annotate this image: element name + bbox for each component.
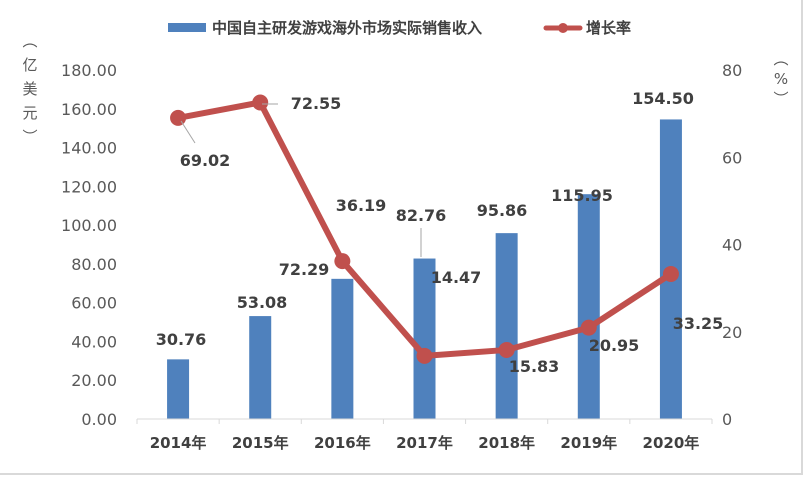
bar-value-label: 72.29 bbox=[279, 260, 330, 279]
left-axis-ticks: 0.00 20.00 40.00 60.00 80.00 100.00 120.00 140.… bbox=[61, 61, 117, 429]
right-axis-title: ︵% ︶ bbox=[773, 50, 788, 108]
left-tick-label: 100.00 bbox=[61, 216, 117, 235]
left-tick-label: 20.00 bbox=[71, 371, 117, 390]
line-marker bbox=[580, 319, 597, 336]
legend-line-marker bbox=[558, 23, 568, 33]
line-marker bbox=[416, 347, 433, 364]
left-tick-label: 160.00 bbox=[61, 100, 117, 119]
bar-value-label: 115.95 bbox=[551, 186, 613, 205]
bar-value-label: 82.76 bbox=[396, 206, 447, 225]
bar-value-label: 154.50 bbox=[632, 89, 694, 108]
bar-value-label: 53.08 bbox=[237, 293, 288, 312]
left-axis-title-char: 亿 bbox=[22, 56, 37, 74]
x-tick-label: 2019年 bbox=[560, 434, 617, 452]
line-marker bbox=[252, 94, 269, 111]
line-marker bbox=[334, 253, 351, 270]
x-tick-label: 2017年 bbox=[396, 434, 453, 452]
growth-value-label: 33.25 bbox=[673, 314, 724, 333]
growth-value-label: 36.19 bbox=[336, 196, 387, 215]
bar bbox=[495, 233, 518, 419]
left-axis-title-char: ︵ bbox=[22, 32, 37, 50]
left-tick-label: 180.00 bbox=[61, 61, 117, 80]
x-tick-label: 2014年 bbox=[150, 434, 207, 452]
right-axis-title-char: ︶ bbox=[773, 90, 788, 108]
right-tick-label: 0 bbox=[722, 410, 732, 429]
bar bbox=[331, 278, 354, 419]
right-tick-label: 20 bbox=[722, 323, 742, 342]
line-marker bbox=[498, 341, 515, 358]
bar-value-label: 30.76 bbox=[156, 330, 207, 349]
x-tick-label: 2020年 bbox=[643, 434, 700, 452]
x-axis-ticks: 2014年 2015年 2016年 2017年 2018年 2019年 2020年 bbox=[136, 419, 713, 452]
bar bbox=[577, 194, 600, 419]
growth-value-label: 14.47 bbox=[431, 268, 482, 287]
x-tick-label: 2015年 bbox=[232, 434, 289, 452]
right-tick-label: 80 bbox=[722, 61, 742, 80]
left-tick-label: 80.00 bbox=[71, 255, 117, 274]
left-tick-label: 60.00 bbox=[71, 294, 117, 313]
left-axis-title: ︵ 亿美元 ︶ bbox=[22, 32, 37, 146]
legend-bar-label: 中国自主研发游戏海外市场实际销售收入 bbox=[212, 19, 482, 37]
left-tick-label: 40.00 bbox=[71, 332, 117, 351]
line-marker bbox=[662, 265, 679, 282]
left-tick-label: 0.00 bbox=[81, 410, 117, 429]
data-labels: 30.76 53.08 72.29 82.76 95.86 115.95 154.50 69.… bbox=[156, 89, 724, 376]
right-axis-title-char: ︵ bbox=[773, 50, 788, 68]
growth-value-label: 72.55 bbox=[291, 94, 342, 113]
bar bbox=[167, 359, 190, 419]
left-tick-label: 120.00 bbox=[61, 177, 117, 196]
growth-value-label: 69.02 bbox=[180, 151, 231, 170]
legend-line-label: 增长率 bbox=[586, 19, 631, 37]
left-tick-label: 140.00 bbox=[61, 139, 117, 158]
left-axis-title-char: 元 bbox=[22, 104, 37, 122]
right-tick-label: 40 bbox=[722, 236, 742, 255]
x-tick-label: 2016年 bbox=[314, 434, 371, 452]
bar bbox=[413, 258, 436, 419]
bar-value-label: 95.86 bbox=[477, 201, 528, 220]
right-axis-title-char: % bbox=[774, 70, 788, 88]
x-tick-label: 2018年 bbox=[478, 434, 535, 452]
leader-line bbox=[180, 120, 196, 144]
line-series bbox=[170, 94, 679, 364]
growth-value-label: 20.95 bbox=[589, 336, 640, 355]
left-axis-title-char: 美 bbox=[22, 80, 37, 98]
legend-bar-swatch bbox=[168, 23, 206, 32]
right-axis-ticks: 0 20 40 60 80 bbox=[722, 61, 742, 429]
legend: 中国自主研发游戏海外市场实际销售收入 增长率 bbox=[168, 19, 631, 37]
right-tick-label: 60 bbox=[722, 148, 742, 167]
bar bbox=[249, 316, 272, 419]
line-marker bbox=[170, 109, 187, 126]
growth-value-label: 15.83 bbox=[509, 357, 560, 376]
left-axis-title-char: ︶ bbox=[22, 128, 37, 146]
bar-series bbox=[167, 119, 682, 420]
